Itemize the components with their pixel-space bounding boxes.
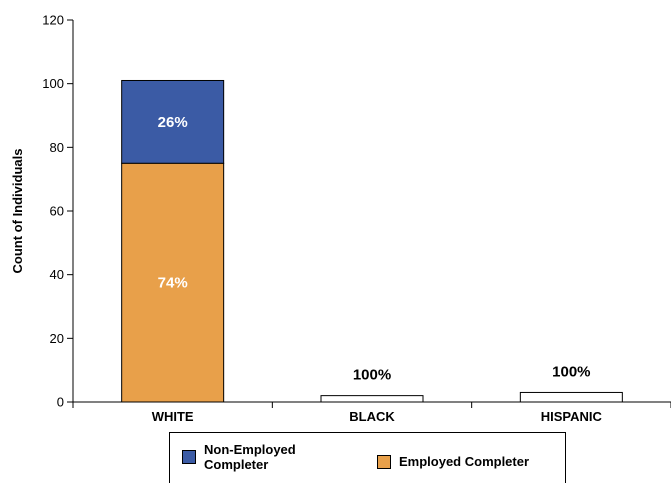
y-tick-label-0: 0 [57,395,64,410]
y-tick-label-40: 40 [50,267,64,282]
y-axis-title: Count of Individuals [10,149,25,274]
x-category-label-hispanic: HISPANIC [541,409,603,424]
data-label-white-non-employed-completer: 26% [158,114,188,131]
bar-hispanic [519,391,623,403]
x-category-label-white: WHITE [152,409,194,424]
legend-swatch-employed [377,454,391,469]
x-category-label-black: BLACK [349,409,395,424]
y-tick-label-120: 120 [42,13,64,28]
data-label-black: 100% [353,367,391,384]
legend-item-non-employed: Non-Employed Completer [182,442,296,472]
bar-white-employed-completer [121,162,225,403]
bar-black [320,395,424,403]
y-tick-label-20: 20 [50,331,64,346]
legend-label-employed: Employed Completer [399,454,530,469]
legend-item-employed: Employed Completer [377,454,529,469]
y-tick-label-100: 100 [42,76,64,91]
y-tick-label-80: 80 [50,140,64,155]
data-label-white-employed-completer: 74% [158,275,188,292]
legend: Non-Employed Completer Employed Complete… [169,432,566,483]
legend-label-non-employed: Non-Employed Completer [204,442,296,472]
bar-white-non-employed-completer [121,79,225,164]
y-tick-label-60: 60 [50,204,64,219]
data-label-hispanic: 100% [552,363,590,380]
legend-swatch-non-employed [182,450,196,464]
